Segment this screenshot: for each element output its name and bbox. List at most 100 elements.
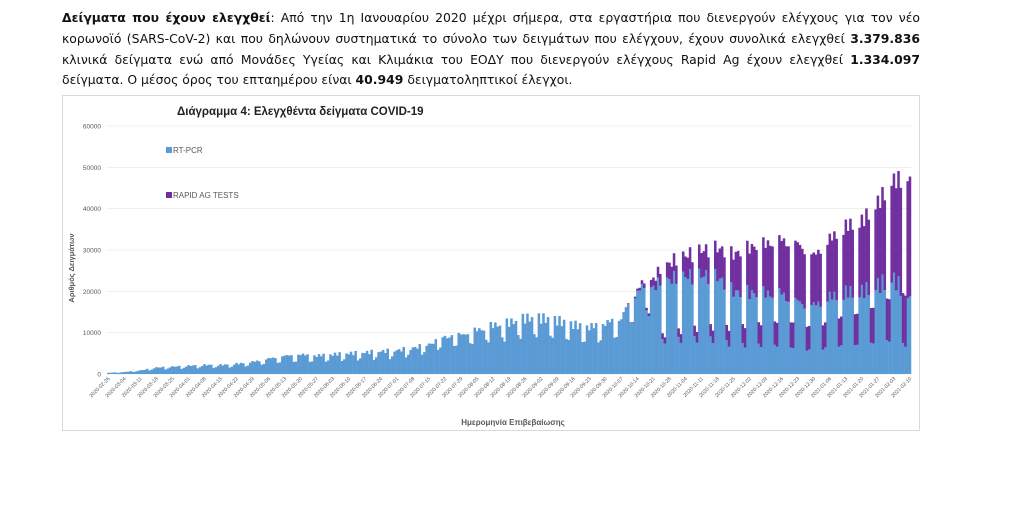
rtpcr-bar [260, 364, 264, 374]
rtpcr-bar [533, 334, 536, 374]
rtpcr-bar [647, 316, 651, 374]
rtpcr-bar [349, 351, 353, 374]
rtpcr-bar [402, 346, 406, 374]
rtpcr-bar [636, 290, 639, 374]
rtpcr-bar [375, 357, 378, 374]
rtpcr-bar [661, 339, 664, 374]
rapid-bar [762, 237, 765, 287]
rtpcr-bar [888, 341, 891, 374]
rtpcr-bar [652, 285, 655, 374]
rtpcr-bar [249, 362, 252, 374]
y-tick-label: 30000 [83, 248, 101, 255]
rtpcr-bar [576, 329, 580, 374]
rtpcr-bar [187, 365, 190, 374]
rapid-bar [716, 252, 719, 282]
rtpcr-bar [606, 319, 609, 374]
rapid-bar [656, 266, 660, 278]
rtpcr-bar [184, 366, 188, 374]
rapid-bar [812, 252, 816, 303]
rtpcr-bar [175, 366, 179, 374]
rtpcr-bar [482, 330, 486, 374]
rapid-bar [755, 250, 758, 298]
rapid-bar [695, 331, 699, 343]
rapid-bar [700, 253, 703, 278]
rtpcr-bar [851, 297, 854, 374]
legend-label-rtpcr: RT-PCR [173, 146, 203, 155]
legend-swatch-rtpcr [166, 147, 172, 153]
rtpcr-bar [285, 355, 289, 374]
rtpcr-bar [833, 291, 836, 374]
rtpcr-bar [107, 372, 110, 374]
rtpcr-bar [427, 343, 431, 374]
rtpcr-bar [278, 362, 282, 374]
rapid-bar [707, 257, 710, 284]
rapid-bar [743, 328, 747, 348]
rtpcr-bar [681, 271, 685, 374]
rapid-bar [686, 257, 690, 279]
rtpcr-bar [505, 318, 509, 374]
seven-day-average: 40.949 [355, 72, 404, 88]
rapid-bar [901, 293, 905, 344]
rtpcr-bar [139, 370, 142, 374]
rapid-bar [807, 325, 811, 350]
rtpcr-bar [226, 364, 229, 374]
rtpcr-bar [251, 360, 254, 374]
rtpcr-bar [244, 366, 247, 374]
rtpcr-bar [194, 365, 197, 374]
rtpcr-bar [377, 352, 380, 374]
rtpcr-bar [762, 286, 765, 374]
chart-frame: 0 10000 20000 30000 40000 50000 60000 2020-02-… [62, 95, 920, 431]
rapid-bar [839, 316, 843, 346]
rapid-bar [885, 298, 889, 340]
rtpcr-bar [301, 353, 305, 374]
rtpcr-bar [791, 347, 795, 374]
rtpcr-bar [299, 355, 302, 374]
rtpcr-bar [136, 370, 140, 374]
rapid-bar [684, 256, 687, 278]
rtpcr-bar [826, 301, 829, 374]
rtpcr-bar [697, 268, 701, 374]
rtpcr-bar [828, 291, 832, 374]
rtpcr-bar [164, 369, 167, 374]
rtpcr-bar [659, 285, 662, 374]
rtpcr-bar [535, 337, 538, 374]
rtpcr-bar [528, 321, 532, 374]
rtpcr-bar [265, 359, 268, 374]
rtpcr-bar [899, 295, 903, 374]
rapid-bar [647, 313, 651, 317]
rtpcr-bar [872, 343, 875, 374]
y-tick-label: 50000 [83, 165, 101, 172]
summary-paragraph: Δείγματα που έχουν ελεγχθεί: Από την 1η … [62, 8, 920, 91]
rtpcr-bar [512, 324, 515, 374]
rtpcr-bar [643, 288, 646, 374]
rapid-bar [693, 325, 696, 337]
rapid-bar [791, 322, 795, 348]
rtpcr-bar [432, 343, 435, 374]
rtpcr-bar [716, 281, 719, 374]
rtpcr-bar [450, 335, 454, 374]
rapid-bar [906, 181, 909, 299]
rtpcr-bar [555, 325, 559, 374]
rapid-bar [714, 240, 717, 270]
rtpcr-bar [812, 302, 816, 374]
rapid-bar [842, 234, 845, 300]
rtpcr-bar [242, 363, 245, 374]
y-tick-label: 40000 [83, 206, 101, 213]
rtpcr-bar [207, 364, 211, 374]
rtpcr-bar [803, 308, 806, 374]
rtpcr-bar [638, 290, 641, 374]
rtpcr-bar [597, 342, 600, 374]
rtpcr-bar [805, 350, 809, 374]
rtpcr-bar [212, 368, 215, 374]
rtpcr-bar [182, 367, 186, 374]
rapid-bar [752, 246, 756, 294]
rtpcr-bar [400, 351, 403, 374]
rtpcr-bar [514, 320, 518, 374]
rtpcr-bar [844, 285, 848, 374]
rtpcr-bar [594, 323, 598, 374]
rtpcr-bar [388, 359, 392, 374]
rtpcr-bar [134, 371, 138, 374]
rtpcr-bar [386, 348, 389, 374]
rtpcr-bar [789, 347, 793, 374]
rapid-bar [803, 254, 806, 309]
